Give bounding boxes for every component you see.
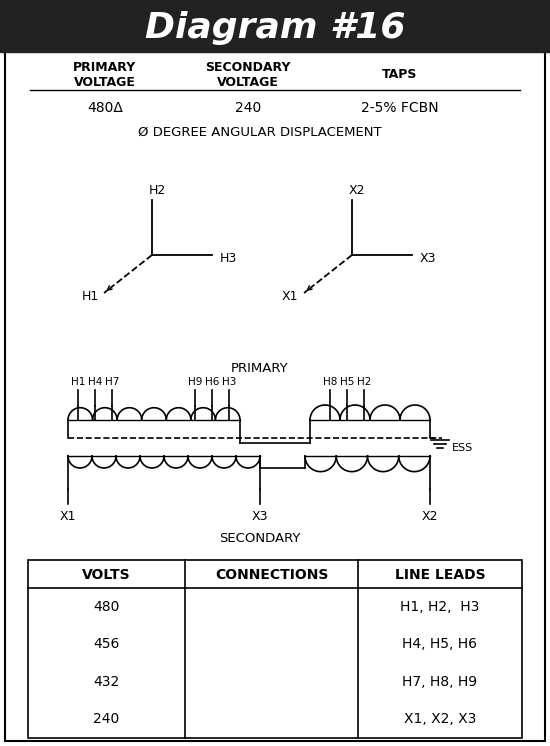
Text: H1: H1 [81,289,98,302]
Text: SECONDARY
VOLTAGE: SECONDARY VOLTAGE [205,61,291,89]
Text: VOLTS: VOLTS [82,568,131,582]
Text: LINE LEADS: LINE LEADS [395,568,485,582]
Text: X1, X2, X3: X1, X2, X3 [404,712,476,727]
Text: 432: 432 [94,674,120,689]
Text: SECONDARY: SECONDARY [219,531,301,545]
Text: X2: X2 [349,184,365,196]
Text: ESS: ESS [452,443,473,453]
Text: H2: H2 [148,184,166,196]
Text: H6: H6 [205,377,219,387]
Text: 480Δ: 480Δ [87,101,123,115]
Text: PRIMARY: PRIMARY [231,362,289,374]
Text: H2: H2 [357,377,371,387]
Text: H4, H5, H6: H4, H5, H6 [403,637,477,651]
Text: 240: 240 [235,101,261,115]
Text: X3: X3 [252,510,268,522]
Bar [28,560,522,738]
Text: 456: 456 [94,637,120,651]
Text: Ø DEGREE ANGULAR DISPLACEMENT: Ø DEGREE ANGULAR DISPLACEMENT [138,125,382,139]
Text: H1: H1 [71,377,85,387]
Text: H1, H2,  H3: H1, H2, H3 [400,600,480,614]
Text: H5: H5 [340,377,354,387]
Text: H3: H3 [222,377,236,387]
Text: H7: H7 [105,377,119,387]
Text: H9: H9 [188,377,202,387]
Text: H8: H8 [323,377,337,387]
Text: CONNECTIONS: CONNECTIONS [215,568,328,582]
Bar [0,0,550,52]
Text: 240: 240 [94,712,120,727]
Text: X3: X3 [420,251,437,265]
Text: H4: H4 [88,377,102,387]
Text: 480: 480 [94,600,120,614]
Text: H3: H3 [220,251,237,265]
Text: 2-5% FCBN: 2-5% FCBN [361,101,439,115]
Text: X1: X1 [60,510,76,522]
Text: X1: X1 [282,289,298,302]
Text: TAPS: TAPS [382,69,417,81]
Text: PRIMARY
VOLTAGE: PRIMARY VOLTAGE [73,61,136,89]
Text: X2: X2 [422,510,438,522]
Text: H7, H8, H9: H7, H8, H9 [403,674,477,689]
Text: Diagram #16: Diagram #16 [145,11,405,45]
